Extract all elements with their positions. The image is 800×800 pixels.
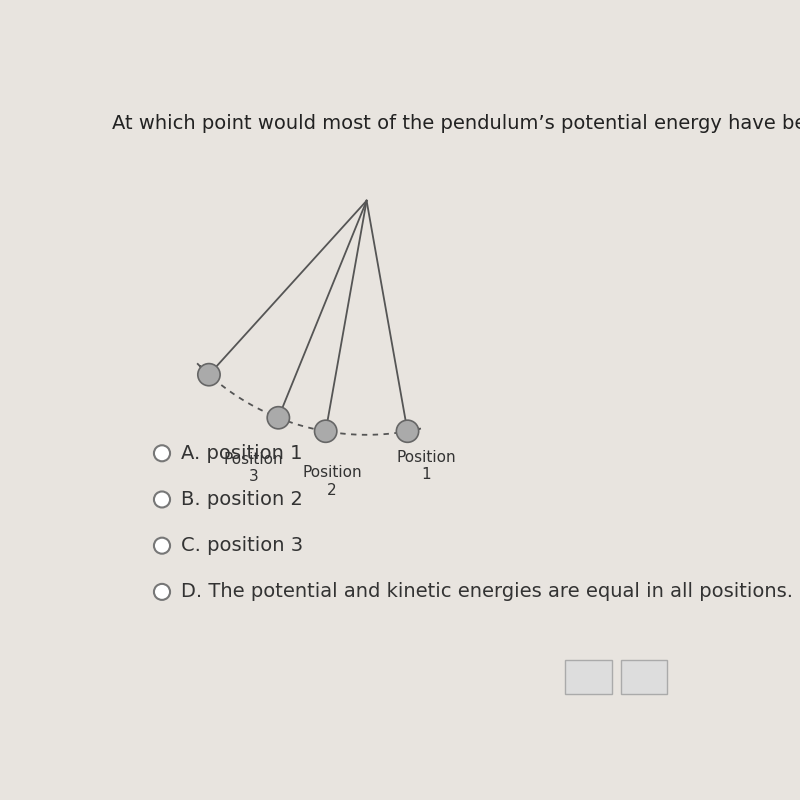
Circle shape [314,420,337,442]
Text: At which point would most of the pendulum’s potential energy have be: At which point would most of the pendulu… [112,114,800,134]
Text: Position
1: Position 1 [396,450,456,482]
Text: Position
2: Position 2 [302,465,362,498]
Circle shape [267,406,290,429]
Circle shape [154,538,170,554]
Text: A. position 1: A. position 1 [182,444,302,462]
Circle shape [198,363,220,386]
Circle shape [396,420,418,442]
Text: ◄: ◄ [582,667,594,686]
Text: C. position 3: C. position 3 [182,536,303,555]
Circle shape [154,491,170,507]
Text: 1: 1 [638,667,650,686]
FancyBboxPatch shape [621,660,667,694]
Text: D. The potential and kinetic energies are equal in all positions.: D. The potential and kinetic energies ar… [182,582,794,602]
Text: Position
3: Position 3 [224,452,283,484]
Circle shape [154,584,170,600]
Text: B. position 2: B. position 2 [182,490,303,509]
FancyBboxPatch shape [565,660,611,694]
Circle shape [154,446,170,462]
